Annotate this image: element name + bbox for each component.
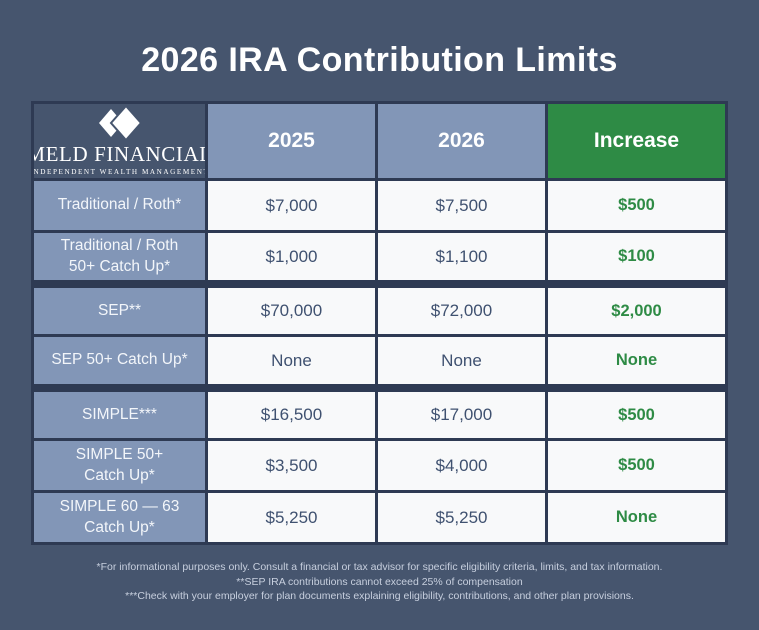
page-title: 2026 IRA Contribution Limits xyxy=(141,41,618,79)
table-header-row: MELD FINANCIAL INDEPENDENT WEALTH MANAGE… xyxy=(31,101,728,182)
value-increase: $500 xyxy=(545,178,728,234)
column-header-2026: 2026 xyxy=(375,101,548,182)
row-label: Traditional / Roth* xyxy=(31,178,208,234)
value-2026: $72,000 xyxy=(375,279,548,338)
value-increase: $100 xyxy=(545,230,728,286)
table-row-simple-60-63-catchup: SIMPLE 60 — 63 Catch Up* $5,250 $5,250 N… xyxy=(31,490,728,546)
value-2025: $70,000 xyxy=(205,279,378,338)
footnotes: *For informational purposes only. Consul… xyxy=(0,560,759,604)
table-row-simple: SIMPLE*** $16,500 $17,000 $500 xyxy=(31,383,728,442)
meld-financial-logo: MELD FINANCIAL INDEPENDENT WEALTH MANAGE… xyxy=(36,106,204,176)
column-header-2025: 2025 xyxy=(205,101,378,182)
value-2025: $5,250 xyxy=(205,490,378,546)
table-row-sep-catchup: SEP 50+ Catch Up* None None None xyxy=(31,334,728,390)
logo-tagline: INDEPENDENT WEALTH MANAGEMENT xyxy=(32,168,207,177)
column-header-increase: Increase xyxy=(545,101,728,182)
value-increase: $2,000 xyxy=(545,279,728,338)
value-2026: $7,500 xyxy=(375,178,548,234)
row-label: SIMPLE*** xyxy=(31,383,208,442)
value-2026: None xyxy=(375,334,548,390)
value-2025: $7,000 xyxy=(205,178,378,234)
table-row-simple-50-catchup: SIMPLE 50+ Catch Up* $3,500 $4,000 $500 xyxy=(31,438,728,494)
row-label: SIMPLE 60 — 63 Catch Up* xyxy=(31,490,208,546)
meld-diamonds-icon xyxy=(98,106,142,141)
footnote-informational: *For informational purposes only. Consul… xyxy=(96,561,663,574)
row-label: SIMPLE 50+ Catch Up* xyxy=(31,438,208,494)
value-increase: None xyxy=(545,334,728,390)
logo-cell: MELD FINANCIAL INDEPENDENT WEALTH MANAGE… xyxy=(31,101,208,182)
footnote-sep: **SEP IRA contributions cannot exceed 25… xyxy=(236,575,523,588)
value-2026: $17,000 xyxy=(375,383,548,442)
footnote-employer: ***Check with your employer for plan doc… xyxy=(125,590,634,603)
value-2026: $1,100 xyxy=(375,230,548,286)
value-increase: $500 xyxy=(545,438,728,494)
table-row-traditional-roth: Traditional / Roth* $7,000 $7,500 $500 xyxy=(31,178,728,234)
row-label: Traditional / Roth 50+ Catch Up* xyxy=(31,230,208,286)
value-2025: None xyxy=(205,334,378,390)
value-2025: $1,000 xyxy=(205,230,378,286)
table-row-traditional-roth-catchup: Traditional / Roth 50+ Catch Up* $1,000 … xyxy=(31,230,728,286)
row-label: SEP** xyxy=(31,279,208,338)
value-2026: $5,250 xyxy=(375,490,548,546)
contribution-limits-table: MELD FINANCIAL INDEPENDENT WEALTH MANAGE… xyxy=(31,101,728,546)
value-2026: $4,000 xyxy=(375,438,548,494)
value-2025: $16,500 xyxy=(205,383,378,442)
value-increase: None xyxy=(545,490,728,546)
value-increase: $500 xyxy=(545,383,728,442)
logo-name: MELD FINANCIAL xyxy=(32,142,207,167)
value-2025: $3,500 xyxy=(205,438,378,494)
row-label: SEP 50+ Catch Up* xyxy=(31,334,208,390)
table-row-sep: SEP** $70,000 $72,000 $2,000 xyxy=(31,279,728,338)
